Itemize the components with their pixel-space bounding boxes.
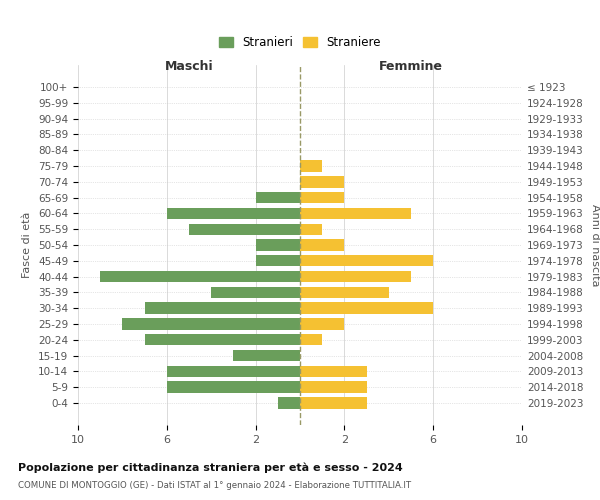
Y-axis label: Fasce di età: Fasce di età	[22, 212, 32, 278]
Bar	[300, 271, 411, 282]
Bar	[300, 286, 389, 298]
Bar	[300, 366, 367, 377]
Bar	[300, 240, 344, 250]
Bar	[256, 192, 300, 203]
Bar	[211, 286, 300, 298]
Bar	[233, 350, 300, 362]
Bar	[300, 224, 322, 235]
Text: Maschi: Maschi	[164, 60, 214, 73]
Text: COMUNE DI MONTOGGIO (GE) - Dati ISTAT al 1° gennaio 2024 - Elaborazione TUTTITAL: COMUNE DI MONTOGGIO (GE) - Dati ISTAT al…	[18, 481, 411, 490]
Bar	[300, 208, 411, 219]
Bar	[167, 382, 300, 393]
Bar	[300, 176, 344, 188]
Bar	[256, 255, 300, 266]
Bar	[300, 382, 367, 393]
Bar	[278, 398, 300, 408]
Bar	[300, 334, 322, 345]
Bar	[145, 302, 300, 314]
Bar	[256, 240, 300, 250]
Y-axis label: Anni di nascita: Anni di nascita	[590, 204, 600, 286]
Text: Popolazione per cittadinanza straniera per età e sesso - 2024: Popolazione per cittadinanza straniera p…	[18, 462, 403, 473]
Bar	[300, 302, 433, 314]
Bar	[167, 366, 300, 377]
Bar	[300, 318, 344, 330]
Bar	[167, 208, 300, 219]
Bar	[189, 224, 300, 235]
Bar	[100, 271, 300, 282]
Bar	[300, 255, 433, 266]
Bar	[300, 192, 344, 203]
Bar	[145, 334, 300, 345]
Bar	[122, 318, 300, 330]
Bar	[300, 398, 367, 408]
Legend: Stranieri, Straniere: Stranieri, Straniere	[214, 32, 386, 54]
Bar	[300, 160, 322, 172]
Text: Femmine: Femmine	[379, 60, 443, 73]
